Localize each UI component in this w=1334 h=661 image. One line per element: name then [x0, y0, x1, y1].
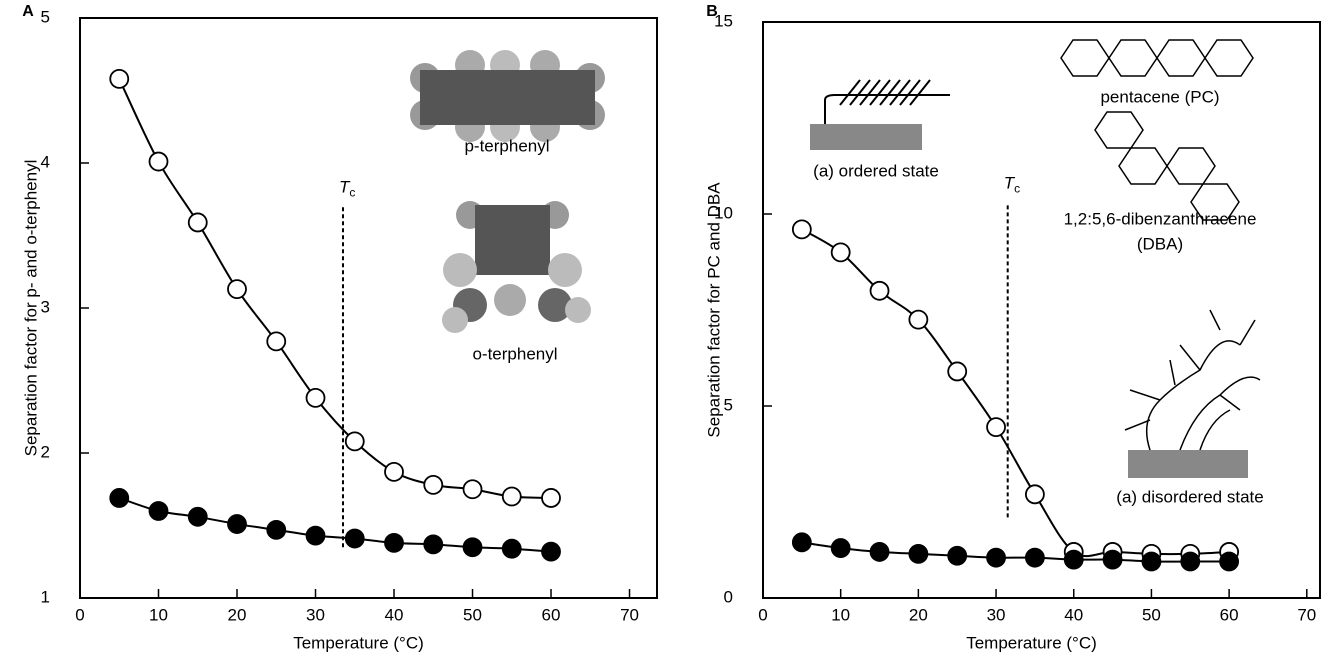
data-point [266, 519, 287, 540]
data-point [227, 279, 247, 300]
panel-label: B [706, 3, 718, 20]
x-tick-label: 30 [306, 605, 325, 624]
data-point [462, 479, 483, 500]
data-point [791, 532, 812, 553]
data-point [791, 219, 812, 240]
data-point [1180, 551, 1201, 572]
y-tick-label: 4 [41, 152, 50, 171]
data-point [830, 242, 851, 263]
data-point [305, 387, 326, 408]
data-point [908, 309, 929, 330]
y-tick-label: 2 [41, 442, 50, 461]
x-tick-label: 20 [228, 605, 247, 624]
x-tick-label: 50 [463, 605, 482, 624]
data-point [148, 151, 169, 172]
p-terphenyl-model [410, 50, 605, 142]
dba-sketch [1094, 111, 1240, 221]
data-point [1063, 549, 1084, 570]
data-point [148, 501, 169, 521]
annotation: p-terphenyl [464, 136, 549, 155]
annotation: (DBA) [1137, 234, 1183, 253]
data-point [1024, 547, 1045, 568]
data-point [109, 69, 130, 89]
annotation: (a) disordered state [1116, 487, 1263, 506]
x-tick-label: 60 [1220, 605, 1239, 624]
tc-label: Tc [339, 178, 355, 200]
y-tick-label: 15 [714, 11, 733, 30]
data-point [344, 431, 365, 452]
y-tick-label: 10 [714, 203, 733, 222]
tc-label: Tc [1004, 174, 1020, 196]
annotation: pentacene (PC) [1100, 87, 1219, 106]
data-point [187, 506, 208, 527]
data-point [227, 514, 247, 534]
data-point [541, 541, 561, 562]
ordered-state-sketch [810, 79, 950, 150]
y-tick-label: 3 [41, 297, 50, 316]
x-tick-label: 0 [75, 605, 84, 624]
data-point [266, 331, 287, 352]
data-point [1024, 484, 1045, 505]
x-tick-label: 20 [909, 605, 928, 624]
y-axis-label: Separation factor for PC and DBA [704, 182, 723, 438]
data-point [187, 212, 208, 233]
x-axis-label: Temperature (°C) [966, 633, 1097, 652]
data-point [908, 543, 929, 564]
data-point [1219, 551, 1240, 572]
data-point [1141, 551, 1162, 572]
annotation: 1,2:5,6-dibenzanthracene [1064, 209, 1257, 228]
data-point [869, 542, 890, 562]
tc-symbol: T [339, 178, 351, 197]
data-point [423, 534, 444, 555]
x-axis-label: Temperature (°C) [293, 633, 424, 652]
fit-curve [118, 497, 552, 553]
data-point [1102, 549, 1123, 570]
x-tick-label: 10 [831, 605, 850, 624]
panel-label: A [22, 3, 34, 20]
data-point [109, 488, 130, 508]
data-point [305, 525, 326, 546]
data-point [501, 538, 522, 559]
x-tick-label: 60 [542, 605, 561, 624]
x-tick-label: 50 [1142, 605, 1161, 624]
o-terphenyl-model [442, 201, 591, 333]
y-tick-label: 1 [41, 587, 50, 606]
x-tick-label: 70 [620, 605, 639, 624]
fit-curve [801, 541, 1230, 563]
data-point [384, 461, 404, 482]
data-point [423, 474, 444, 495]
data-point [986, 547, 1006, 568]
fit-curve [801, 228, 1230, 558]
x-tick-label: 0 [758, 605, 767, 624]
pentacene-sketch [1060, 39, 1254, 77]
y-axis-label: Separation factor for p- and o-terphenyl [21, 160, 40, 457]
tc-subscript: c [349, 186, 355, 200]
data-point [947, 545, 968, 566]
data-point [947, 361, 968, 382]
disordered-state-sketch [1124, 309, 1261, 478]
x-tick-label: 30 [987, 605, 1006, 624]
y-tick-label: 5 [724, 395, 733, 414]
data-point [501, 486, 522, 507]
x-tick-label: 70 [1297, 605, 1316, 624]
tc-subscript: c [1014, 182, 1020, 196]
data-point [541, 488, 561, 508]
data-point [869, 280, 890, 301]
data-point [384, 533, 404, 553]
data-point [462, 537, 483, 558]
plot-frame [79, 17, 658, 599]
y-tick-label: 5 [41, 7, 50, 26]
plot-frame [762, 21, 1321, 599]
annotation: (a) ordered state [813, 161, 939, 180]
tc-symbol: T [1004, 174, 1016, 193]
data-point [830, 538, 851, 558]
x-tick-label: 40 [1064, 605, 1083, 624]
annotation: o-terphenyl [472, 344, 557, 363]
x-tick-label: 10 [149, 605, 168, 624]
data-point [344, 528, 365, 549]
x-tick-label: 40 [385, 605, 404, 624]
y-tick-label: 0 [724, 587, 733, 606]
data-point [986, 417, 1006, 438]
